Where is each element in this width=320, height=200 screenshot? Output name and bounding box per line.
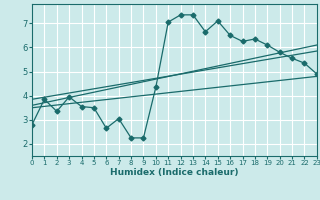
X-axis label: Humidex (Indice chaleur): Humidex (Indice chaleur) (110, 168, 239, 177)
